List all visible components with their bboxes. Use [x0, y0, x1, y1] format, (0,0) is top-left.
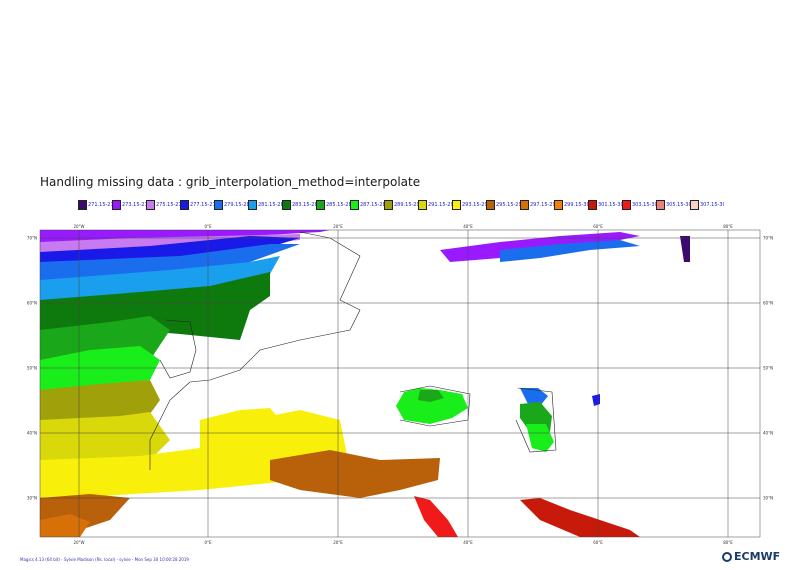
legend-swatch	[452, 200, 461, 210]
legend-item: 307.15-309.15	[690, 199, 724, 211]
legend-label: 307.15-309.15	[700, 202, 724, 208]
legend-label: 287.15-28	[360, 202, 384, 208]
legend-swatch	[214, 200, 223, 210]
lat-label: 40°N	[763, 431, 773, 436]
lon-label: 40°E	[463, 224, 473, 229]
legend-label: 303.15-30	[632, 202, 656, 208]
legend-item: 285.15-28	[316, 199, 350, 211]
legend-swatch	[146, 200, 155, 210]
legend-swatch	[588, 200, 597, 210]
legend-item: 281.15-28	[248, 199, 282, 211]
lat-label: 70°N	[763, 236, 773, 241]
lon-labels-top: 20°W 0°E 20°E 40°E 60°E 80°E	[73, 224, 733, 229]
legend-item: 287.15-28	[350, 199, 384, 211]
legend-label: 293.15-29	[462, 202, 486, 208]
legend-label: 301.15-30	[598, 202, 622, 208]
legend: 271.15-27 273.15-27 275.15-27 277.15-27 279.…	[78, 199, 724, 211]
lat-label: 50°N	[763, 366, 773, 371]
legend-swatch	[690, 200, 699, 210]
legend-label: 299.15-30	[564, 202, 588, 208]
lon-label: 0°E	[204, 224, 212, 229]
lon-labels-bottom: 20°W 0°E 20°E 40°E 60°E 80°E	[73, 540, 733, 545]
legend-item: 283.15-28	[282, 199, 316, 211]
ecmwf-logo-text: ECMWF	[734, 550, 781, 563]
legend-swatch	[316, 200, 325, 210]
legend-label: 271.15-27	[88, 202, 112, 208]
legend-label: 305.15-30	[666, 202, 690, 208]
lon-label: 20°W	[73, 224, 84, 229]
lat-label: 60°N	[27, 301, 37, 306]
legend-swatch	[418, 200, 427, 210]
lat-label: 30°N	[27, 496, 37, 501]
legend-item: 291.15-29	[418, 199, 452, 211]
legend-swatch	[248, 200, 257, 210]
legend-item: 273.15-27	[112, 199, 146, 211]
legend-swatch	[554, 200, 563, 210]
ecmwf-logo-icon	[722, 551, 732, 562]
legend-item: 305.15-30	[656, 199, 690, 211]
legend-item: 295.15-29	[486, 199, 520, 211]
graticule	[39, 229, 761, 538]
legend-swatch	[350, 200, 359, 210]
legend-item: 301.15-30	[588, 199, 622, 211]
legend-swatch	[486, 200, 495, 210]
legend-item: 293.15-29	[452, 199, 486, 211]
legend-label: 273.15-27	[122, 202, 146, 208]
coastlines	[149, 231, 557, 470]
lat-labels-left: 70°N 60°N 50°N 40°N 30°N	[27, 236, 37, 501]
lat-labels-right: 70°N 60°N 50°N 40°N 30°N	[763, 236, 773, 501]
lat-label: 50°N	[27, 366, 37, 371]
lon-label: 20°W	[73, 540, 84, 545]
legend-item: 277.15-27	[180, 199, 214, 211]
legend-label: 285.15-28	[326, 202, 350, 208]
legend-item: 289.15-29	[384, 199, 418, 211]
footer-text: Magics 4.13 (64 bit) - Sylvie Madison (R…	[20, 557, 189, 562]
lat-label: 30°N	[763, 496, 773, 501]
legend-label: 297.15-29	[530, 202, 554, 208]
lon-label: 20°E	[333, 540, 343, 545]
lon-label: 20°E	[333, 224, 343, 229]
legend-swatch	[78, 200, 87, 210]
legend-label: 289.15-29	[394, 202, 418, 208]
legend-item: 297.15-29	[520, 199, 554, 211]
legend-item: 275.15-27	[146, 199, 180, 211]
lon-label: 80°E	[723, 540, 733, 545]
legend-item: 303.15-30	[622, 199, 656, 211]
lon-label: 80°E	[723, 224, 733, 229]
legend-swatch	[520, 200, 529, 210]
legend-swatch	[112, 200, 121, 210]
legend-label: 291.15-29	[428, 202, 452, 208]
lon-label: 60°E	[593, 540, 603, 545]
lat-label: 70°N	[27, 236, 37, 241]
legend-swatch	[180, 200, 189, 210]
lon-label: 60°E	[593, 224, 603, 229]
legend-swatch	[384, 200, 393, 210]
legend-label: 283.15-28	[292, 202, 316, 208]
map-title: Handling missing data : grib_interpolati…	[40, 175, 421, 189]
legend-label: 277.15-27	[190, 202, 214, 208]
legend-swatch	[656, 200, 665, 210]
legend-swatch	[282, 200, 291, 210]
legend-item: 279.15-28	[214, 199, 248, 211]
legend-swatch	[622, 200, 631, 210]
legend-label: 279.15-28	[224, 202, 248, 208]
legend-item: 271.15-27	[78, 199, 112, 211]
legend-label: 281.15-28	[258, 202, 282, 208]
lat-label: 60°N	[763, 301, 773, 306]
legend-label: 295.15-29	[496, 202, 520, 208]
ecmwf-logo: ECMWF	[722, 550, 780, 563]
lon-label: 40°E	[463, 540, 473, 545]
legend-label: 275.15-27	[156, 202, 180, 208]
temperature-field	[40, 230, 760, 537]
lat-label: 40°N	[27, 431, 37, 436]
lon-label: 0°E	[204, 540, 212, 545]
legend-item: 299.15-30	[554, 199, 588, 211]
